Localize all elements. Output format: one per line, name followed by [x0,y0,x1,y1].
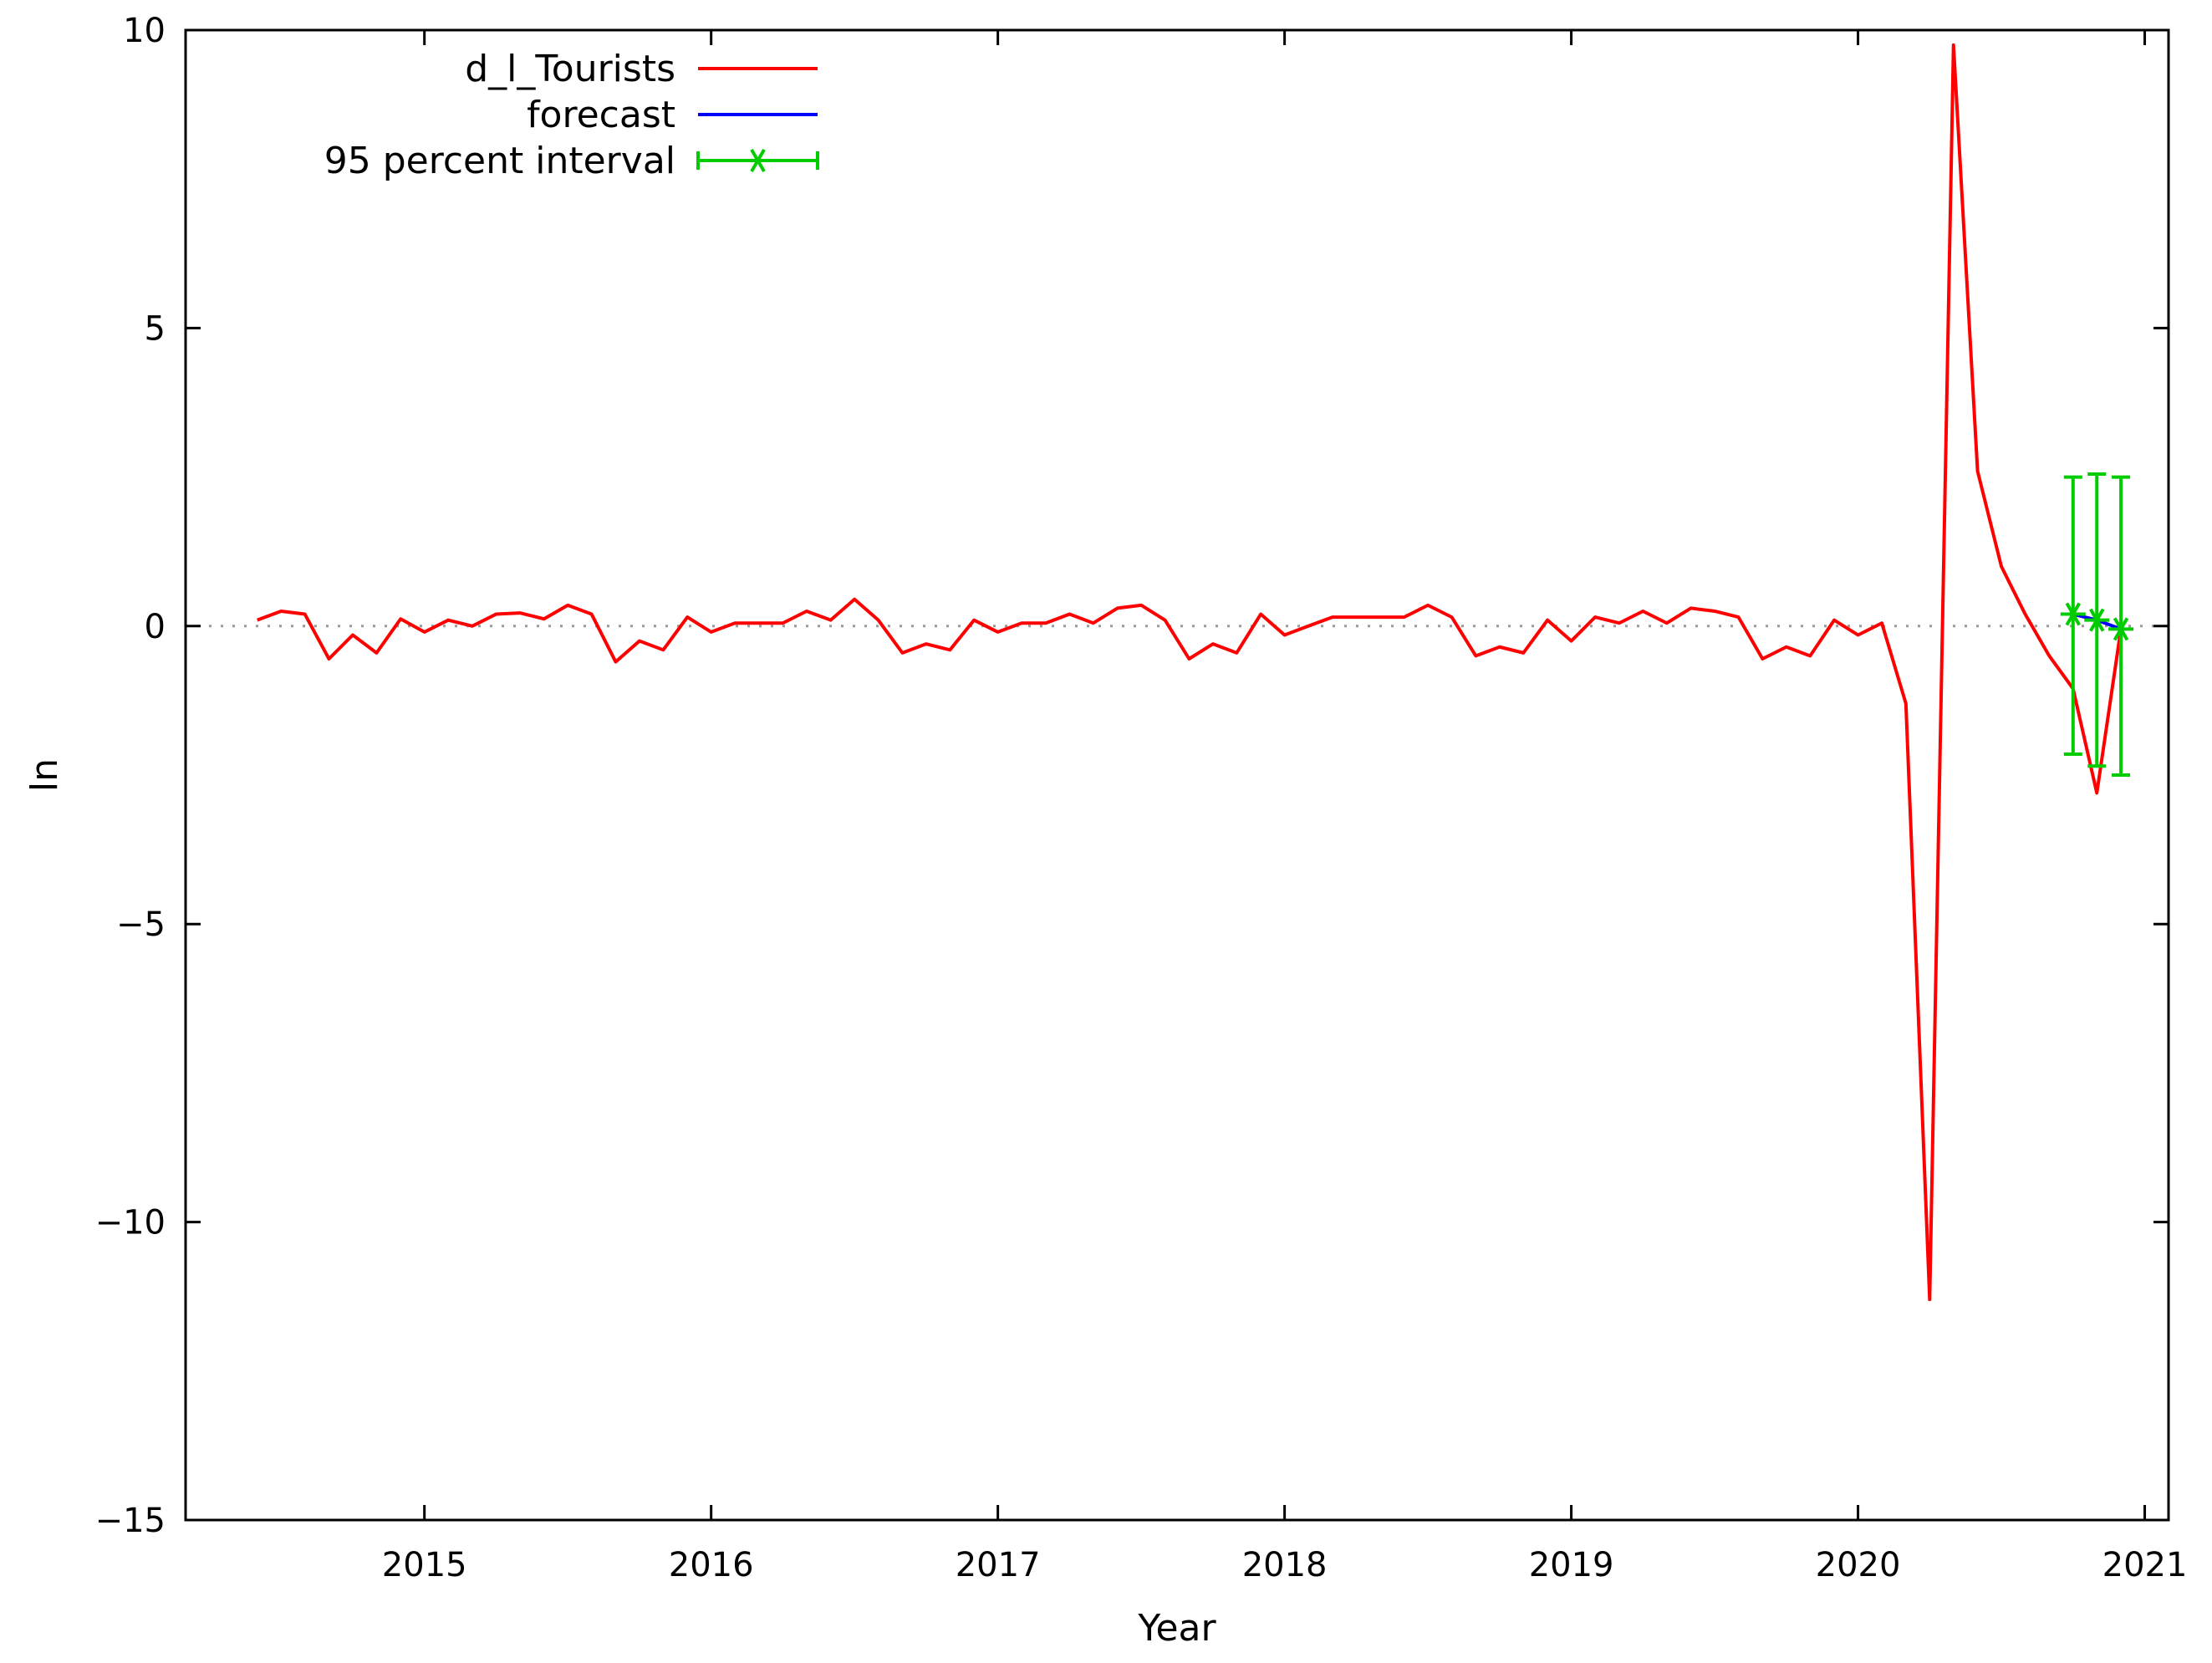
interval-errorbar [2084,472,2110,768]
x-tick-label: 2016 [669,1546,754,1584]
x-tick-label: 2018 [1242,1546,1328,1584]
star-stroke [750,149,766,172]
x-ticks: 2015 2016 2017 2018 2019 2020 2021 [382,30,2188,1584]
y-ticks: −15 −10 −5 0 5 10 [95,12,2169,1540]
legend-label-interval: 95 percent interval [324,140,675,182]
series-line-d-l-tourists [257,43,2123,1302]
errorbar-point [2108,617,2134,641]
star-stroke [2113,617,2129,641]
x-tick-label: 2015 [382,1546,467,1584]
x-axis-label: Year [1137,1607,1216,1650]
interval-errorbar [2060,475,2086,757]
y-tick-label: 5 [145,309,166,348]
legend: d_l_Tourists forecast 95 percent interva… [324,48,819,182]
errorbar-point [2084,608,2110,632]
legend-label-d-l-tourists: d_l_Tourists [465,48,675,90]
x-tick-label: 2021 [2102,1546,2188,1584]
plot-frame [184,28,2170,1522]
legend-swatch-interval [696,149,819,172]
star-stroke [2065,602,2082,626]
errorbar-point [2060,602,2086,626]
x-tick-label: 2019 [1529,1546,1614,1584]
interval-errorbar [2108,475,2134,777]
x-tick-label: 2017 [956,1546,1041,1584]
y-tick-label: 0 [145,608,166,646]
y-axis-label: ln [23,758,66,792]
y-tick-label: −5 [116,905,166,944]
y-tick-label: 10 [123,12,166,50]
x-tick-label: 2020 [1816,1546,1901,1584]
y-tick-label: −15 [95,1502,166,1540]
legend-label-forecast: forecast [527,94,675,136]
star-stroke [2089,608,2105,632]
series-layer [257,43,2134,1302]
y-tick-label: −10 [95,1204,166,1242]
legend-interval-star [745,149,771,172]
